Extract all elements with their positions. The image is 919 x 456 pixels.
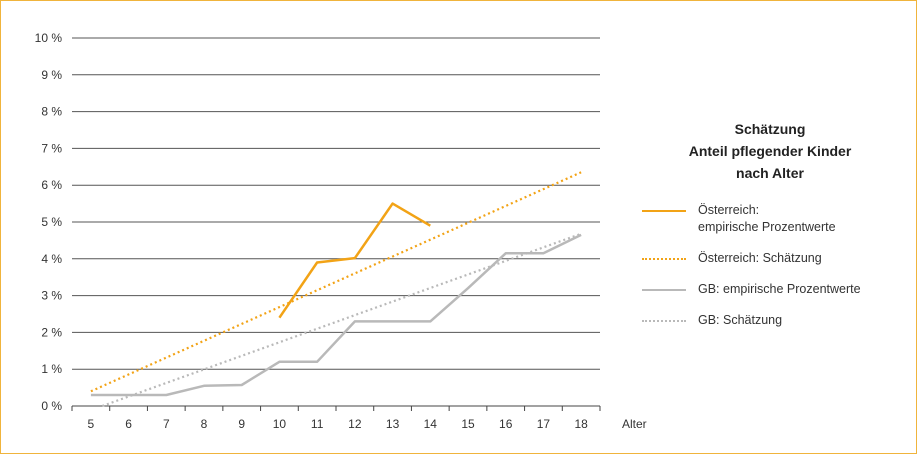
x-axis-label: Alter [622,417,647,431]
chart-title: Schätzung Anteil pflegender Kinder nach … [640,118,900,184]
y-tick-label: 5 % [41,215,62,229]
y-tick-label: 7 % [41,141,62,155]
x-tick-label: 10 [273,417,287,431]
legend-swatch-at-estimate [642,258,686,260]
x-tick-label: 14 [424,417,438,431]
x-tick-label: 9 [238,417,245,431]
legend-label-gb-empirical: GB: empirische Prozentwerte [698,282,861,296]
x-tick-label: 8 [201,417,208,431]
legend-item-gb-estimate: GB: Schätzung [640,312,900,329]
chart-title-line-2: Anteil pflegender Kinder [688,143,852,159]
legend-swatch-gb-estimate [642,320,686,322]
legend-label-at-empirical-line-2: empirische Prozentwerte [698,220,836,234]
series-lines [90,171,582,408]
x-tick-label: 6 [125,417,132,431]
y-tick-label: 8 % [41,105,62,119]
gridlines [72,37,600,407]
y-tick-label: 1 % [41,362,62,376]
y-tick-label: 6 % [41,178,62,192]
x-tick-label: 11 [311,417,324,431]
x-tick-label: 5 [88,417,95,431]
x-tick-label: 18 [574,417,588,431]
y-tick-label: 3 % [41,289,62,303]
series-line-2 [90,233,582,397]
legend-label-gb-estimate: GB: Schätzung [698,313,783,327]
legend-label-at-empirical-line-1: Österreich: [698,203,760,217]
x-tick-label: 13 [386,417,400,431]
legend-swatch-at-empirical [642,210,686,212]
legend-item-gb-empirical: GB: empirische Prozentwerte [640,281,900,298]
y-tick-label: 0 % [41,399,62,413]
legend-swatch-gb-empirical [642,289,686,291]
chart-title-line-1: Schätzung [734,121,806,137]
y-tick-label: 10 % [35,31,63,45]
y-axis-ticks: 0 % 1 % 2 % 3 % 4 % 5 % 6 % 7 % 8 % 9 % 10 % [35,31,63,413]
x-tick-label: 12 [348,417,362,431]
legend: Schätzung Anteil pflegender Kinder nach … [640,118,900,343]
x-axis-ticks: 5 6 7 8 9 10 11 12 13 14 15 16 17 18 [71,406,601,431]
series-line-0 [278,202,431,319]
legend-item-at-estimate: Österreich: Schätzung [640,250,900,267]
x-tick-label: 15 [461,417,475,431]
x-tick-label: 16 [499,417,513,431]
x-tick-label: 7 [163,417,170,431]
chart-title-line-3: nach Alter [736,165,804,181]
y-tick-label: 9 % [41,68,62,82]
x-tick-label: 17 [537,417,551,431]
y-tick-label: 2 % [41,325,62,339]
series-line-1 [90,171,582,393]
legend-label-at-estimate: Österreich: Schätzung [698,251,822,265]
y-tick-label: 4 % [41,252,62,266]
legend-item-at-empirical: Österreich: empirische Prozentwerte [640,202,900,236]
